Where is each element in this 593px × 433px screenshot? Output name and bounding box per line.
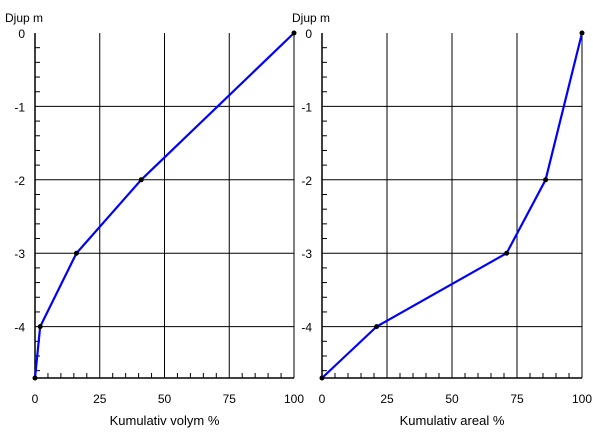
y-axis-title: Djup m: [292, 11, 330, 25]
x-tick-label: 50: [158, 392, 172, 406]
x-tick-label: 75: [223, 392, 237, 406]
y-tick-label: -2: [301, 174, 312, 188]
x-axis-title: Kumulativ volym %: [110, 413, 220, 428]
x-tick-label: 100: [284, 392, 304, 406]
data-point: [504, 250, 510, 256]
data-point: [319, 375, 325, 381]
x-axis-title: Kumulativ areal %: [400, 413, 505, 428]
data-point: [32, 375, 38, 381]
x-tick-label: 0: [32, 392, 39, 406]
data-point: [291, 30, 297, 36]
y-axis-title: Djup m: [5, 11, 43, 25]
x-tick-label: 25: [380, 392, 394, 406]
y-tick-label: -2: [14, 174, 25, 188]
data-point: [579, 30, 585, 36]
x-tick-label: 25: [93, 392, 107, 406]
x-tick-label: 0: [319, 392, 326, 406]
x-tick-label: 100: [572, 392, 592, 406]
y-tick-label: -1: [14, 100, 25, 114]
y-tick-label: 0: [305, 27, 312, 41]
x-tick-label: 75: [510, 392, 524, 406]
data-point: [543, 177, 549, 183]
x-tick-label: 50: [445, 392, 459, 406]
y-tick-label: -4: [301, 321, 312, 335]
data-point: [37, 324, 43, 330]
y-tick-label: 0: [18, 27, 25, 41]
y-tick-label: -1: [301, 100, 312, 114]
y-tick-label: -3: [14, 247, 25, 261]
data-point: [374, 324, 380, 330]
y-tick-label: -3: [301, 247, 312, 261]
data-point: [73, 250, 79, 256]
y-tick-label: -4: [14, 321, 25, 335]
data-point: [138, 177, 144, 183]
